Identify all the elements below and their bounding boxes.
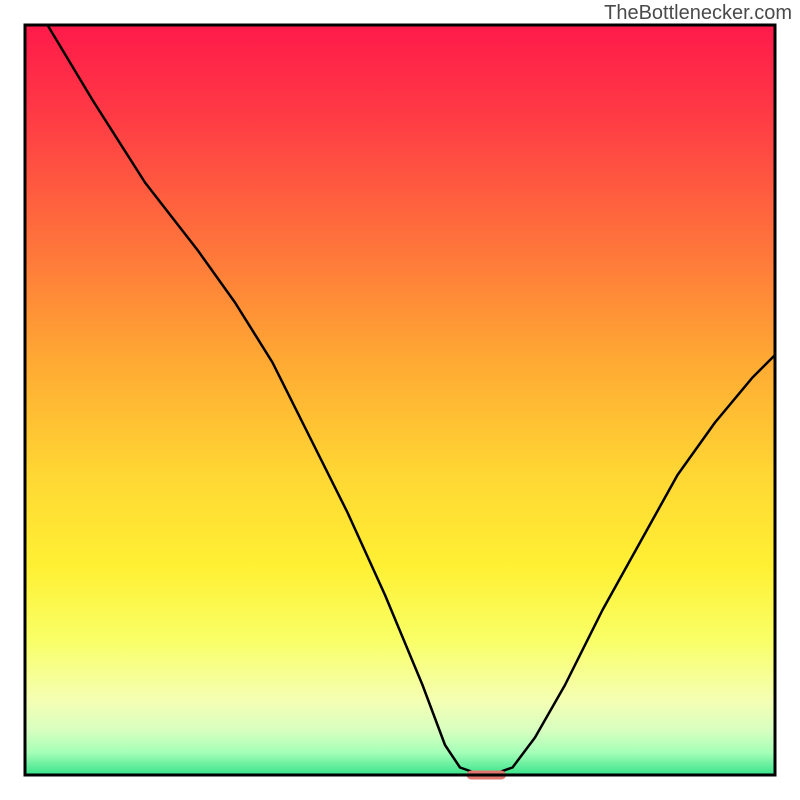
watermark-text: TheBottlenecker.com (604, 2, 792, 25)
plot-background (25, 25, 775, 775)
bottleneck-chart (0, 0, 800, 800)
chart-container: TheBottlenecker.com (0, 0, 800, 800)
